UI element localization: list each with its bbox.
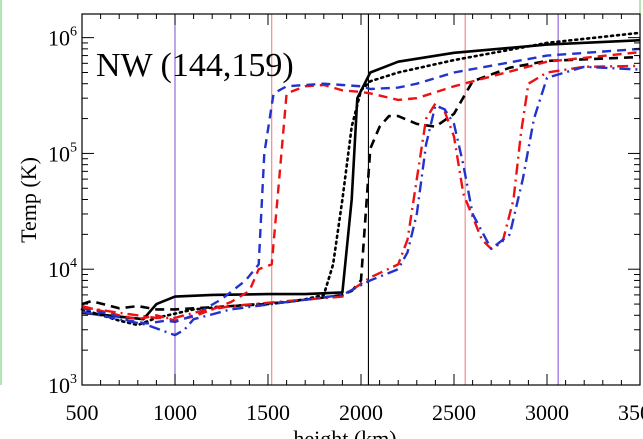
x-axis: 500 1000 1500 2000 2500 3000 3500	[66, 14, 643, 425]
y-axis: 103 104 105 106	[48, 25, 640, 398]
x-tick-label: 3000	[525, 400, 569, 425]
x-tick-label: 1000	[153, 400, 197, 425]
y-tick-label: 103	[48, 372, 77, 398]
x-axis-label: height (km)	[293, 426, 396, 439]
x-tick-label: 2500	[432, 400, 476, 425]
x-tick-label: 1500	[246, 400, 290, 425]
series-line-3	[81, 55, 641, 311]
series-line-6	[81, 64, 641, 320]
series-group	[80, 31, 642, 337]
series-line-5	[81, 47, 641, 325]
series-line-7	[81, 65, 641, 337]
x-tick-label: 500	[66, 400, 99, 425]
y-axis-label: Temp (K)	[16, 157, 41, 243]
y-tick-label: 104	[48, 256, 77, 282]
annotation-label: NW (144,159)	[96, 47, 294, 84]
x-tick-label: 2000	[339, 400, 383, 425]
series-line-2	[80, 31, 642, 327]
y-tick-label: 105	[48, 140, 77, 166]
y-tick-label: 106	[48, 25, 77, 51]
x-tick-label: 3500	[618, 400, 643, 425]
